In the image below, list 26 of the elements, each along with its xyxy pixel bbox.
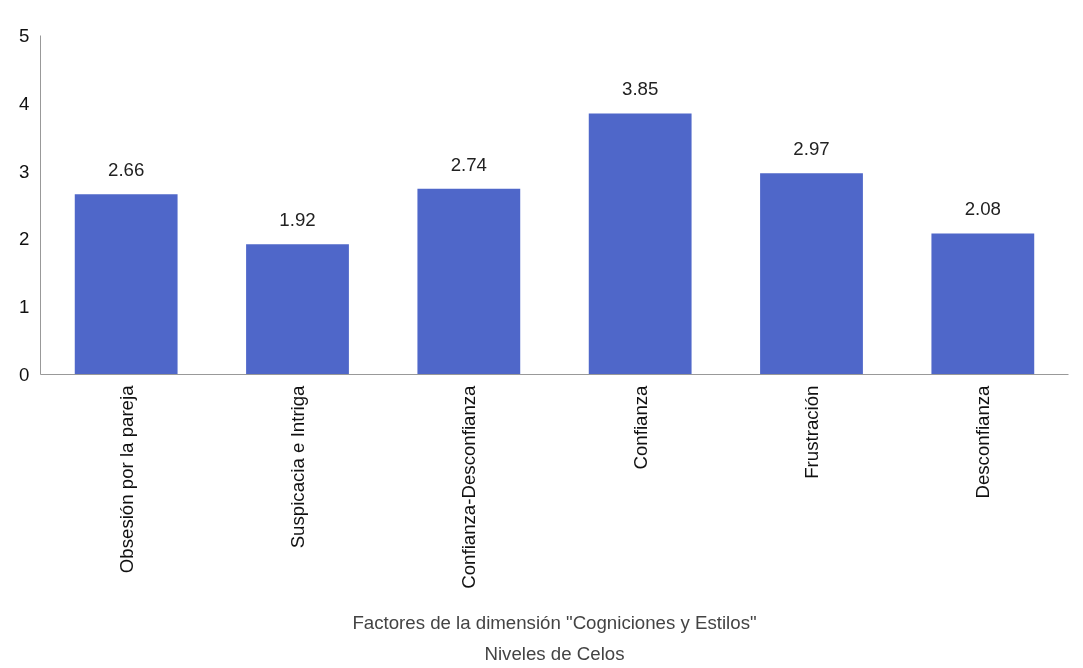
y-tick-label: 3 [19, 160, 30, 182]
bar [246, 244, 349, 375]
y-tick-label: 4 [19, 92, 30, 114]
x-axis-title: Factores de la dimensión "Cogniciones y Estilos" [352, 611, 757, 633]
y-tick-label: 1 [19, 296, 30, 318]
y-tick-label: 0 [19, 364, 30, 385]
text: Niveles de Celos [484, 642, 625, 664]
data-label: 1.92 [279, 209, 316, 231]
x-tick-label: Desconfianza [972, 384, 994, 499]
bar [760, 173, 863, 375]
x-tick-label: Frustración [801, 385, 822, 479]
y-tick-label: 5 [19, 25, 30, 46]
bar [588, 113, 692, 375]
x-tick-label: Confianza-Desconfianza [458, 384, 480, 589]
bar [931, 233, 1035, 375]
data-label: 2.74 [450, 153, 487, 175]
x-tick-label: Suspicacia e Intriga [287, 384, 308, 549]
data-label: 2.97 [793, 138, 830, 160]
y-tick-label: 2 [19, 228, 30, 250]
x-tick-label: Confianza [629, 384, 651, 470]
data-label: 2.08 [964, 198, 1001, 220]
x-tick-label: Obsesión por la pareja [115, 384, 137, 574]
bar [74, 194, 178, 375]
data-label: 3.85 [622, 78, 659, 100]
bar [417, 188, 521, 375]
data-label: 2.66 [108, 159, 145, 181]
